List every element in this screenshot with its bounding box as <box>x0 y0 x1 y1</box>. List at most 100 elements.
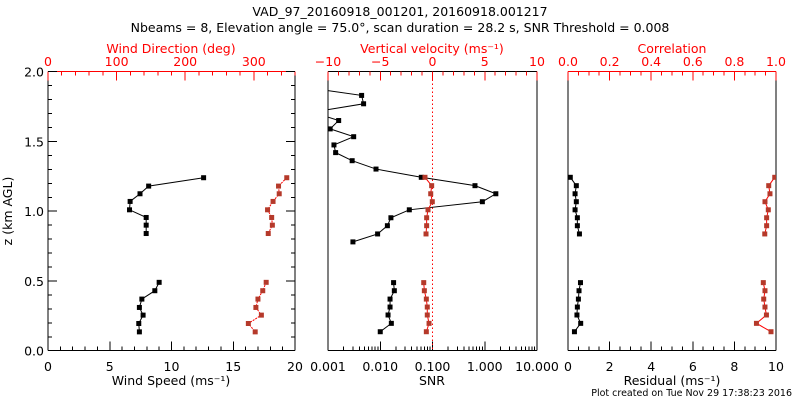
x2-tick-label: 200 <box>173 54 197 69</box>
series-residual <box>568 174 584 335</box>
x2-tick-label: −5 <box>371 54 389 69</box>
y-tick-label: 0.0 <box>24 344 44 359</box>
data-point <box>310 86 315 91</box>
data-point <box>351 134 357 140</box>
data-point <box>493 191 499 197</box>
data-point <box>143 231 149 237</box>
data-point <box>245 320 251 326</box>
data-point <box>424 215 430 221</box>
data-point <box>328 126 333 132</box>
data-point <box>140 312 146 318</box>
data-point <box>127 207 133 213</box>
data-point <box>136 320 142 326</box>
data-point <box>252 329 258 335</box>
data-point <box>568 174 573 180</box>
data-point <box>359 92 365 98</box>
data-point <box>263 279 269 285</box>
x2-tick-label: 0 <box>44 54 52 69</box>
x-tick-label: 6 <box>689 359 697 374</box>
x2-tick-label: 1.0 <box>766 54 786 69</box>
data-point <box>762 288 768 294</box>
data-point <box>387 304 393 310</box>
data-point <box>349 158 355 164</box>
data-layer <box>310 78 499 335</box>
data-point <box>253 304 259 310</box>
data-point <box>406 207 412 213</box>
data-point <box>762 304 768 310</box>
data-point <box>265 231 271 237</box>
data-point <box>270 198 276 204</box>
data-point <box>143 222 149 228</box>
data-point <box>269 222 275 228</box>
series-wind-speed <box>127 175 207 335</box>
x2-tick-label: 100 <box>105 54 129 69</box>
data-point <box>423 329 429 335</box>
data-point <box>576 288 582 294</box>
x2-tick-label: 0 <box>429 54 437 69</box>
data-point <box>424 304 430 310</box>
data-point <box>310 110 315 115</box>
x-tick-label: 8 <box>730 359 738 374</box>
data-point <box>136 304 142 310</box>
data-point <box>418 174 424 180</box>
data-point <box>284 175 290 181</box>
data-point <box>385 312 391 318</box>
data-point <box>391 288 397 294</box>
data-point <box>331 142 337 148</box>
data-point <box>576 231 582 237</box>
data-point <box>574 304 580 310</box>
data-point <box>574 215 580 221</box>
data-point <box>127 198 133 204</box>
data-point <box>761 296 767 302</box>
snr-axis-title: SNR <box>419 373 445 388</box>
x-tick-label: 1.000 <box>467 359 503 374</box>
data-point <box>764 215 770 221</box>
data-point <box>429 199 435 205</box>
x-tick-label: 2 <box>606 359 614 374</box>
data-point <box>423 296 429 302</box>
data-point <box>424 312 430 318</box>
data-point <box>424 223 430 229</box>
data-point <box>377 329 383 335</box>
x-tick-label: 0 <box>564 359 572 374</box>
data-point <box>423 231 429 237</box>
wind-direction-axis-title: Wind Direction (deg) <box>106 41 235 56</box>
series-line <box>128 177 204 234</box>
data-point <box>763 312 769 318</box>
x-tick-label: 4 <box>647 359 655 374</box>
residual-axis-title: Residual (ms⁻¹) <box>624 373 721 388</box>
data-point <box>421 280 427 286</box>
data-point <box>772 174 776 180</box>
data-point <box>573 183 579 189</box>
y-tick-label: 0.5 <box>24 274 44 289</box>
x-tick-label: 10 <box>768 359 784 374</box>
series-wind-direction <box>245 175 290 335</box>
data-point <box>320 78 325 83</box>
data-point <box>574 223 580 229</box>
data-point <box>152 288 158 294</box>
data-point <box>765 207 771 213</box>
x2-tick-label: 5 <box>481 54 489 69</box>
data-point <box>276 183 282 189</box>
wind-speed-axis-title: Wind Speed (ms⁻¹) <box>112 373 231 388</box>
plot-created-footer: Plot created on Tue Nov 29 17:38:23 2016 <box>591 388 792 399</box>
correlation-axis-title: Correlation <box>638 41 707 56</box>
series-correlation <box>753 174 776 335</box>
y-tick-label: 1.0 <box>24 204 44 219</box>
x-tick-label: 10 <box>164 359 180 374</box>
data-point <box>350 239 356 245</box>
data-point <box>136 329 142 335</box>
data-point <box>146 183 152 189</box>
data-point <box>361 101 367 107</box>
data-point <box>428 191 434 197</box>
data-point <box>384 223 390 229</box>
title-line-1: VAD_97_20160918_001201, 20160918.001217 <box>252 4 547 19</box>
data-point <box>143 214 149 220</box>
data-point <box>421 288 427 294</box>
data-point <box>762 231 768 237</box>
x-tick-label: 0.001 <box>310 359 346 374</box>
data-point <box>336 118 342 124</box>
data-point <box>201 175 207 181</box>
